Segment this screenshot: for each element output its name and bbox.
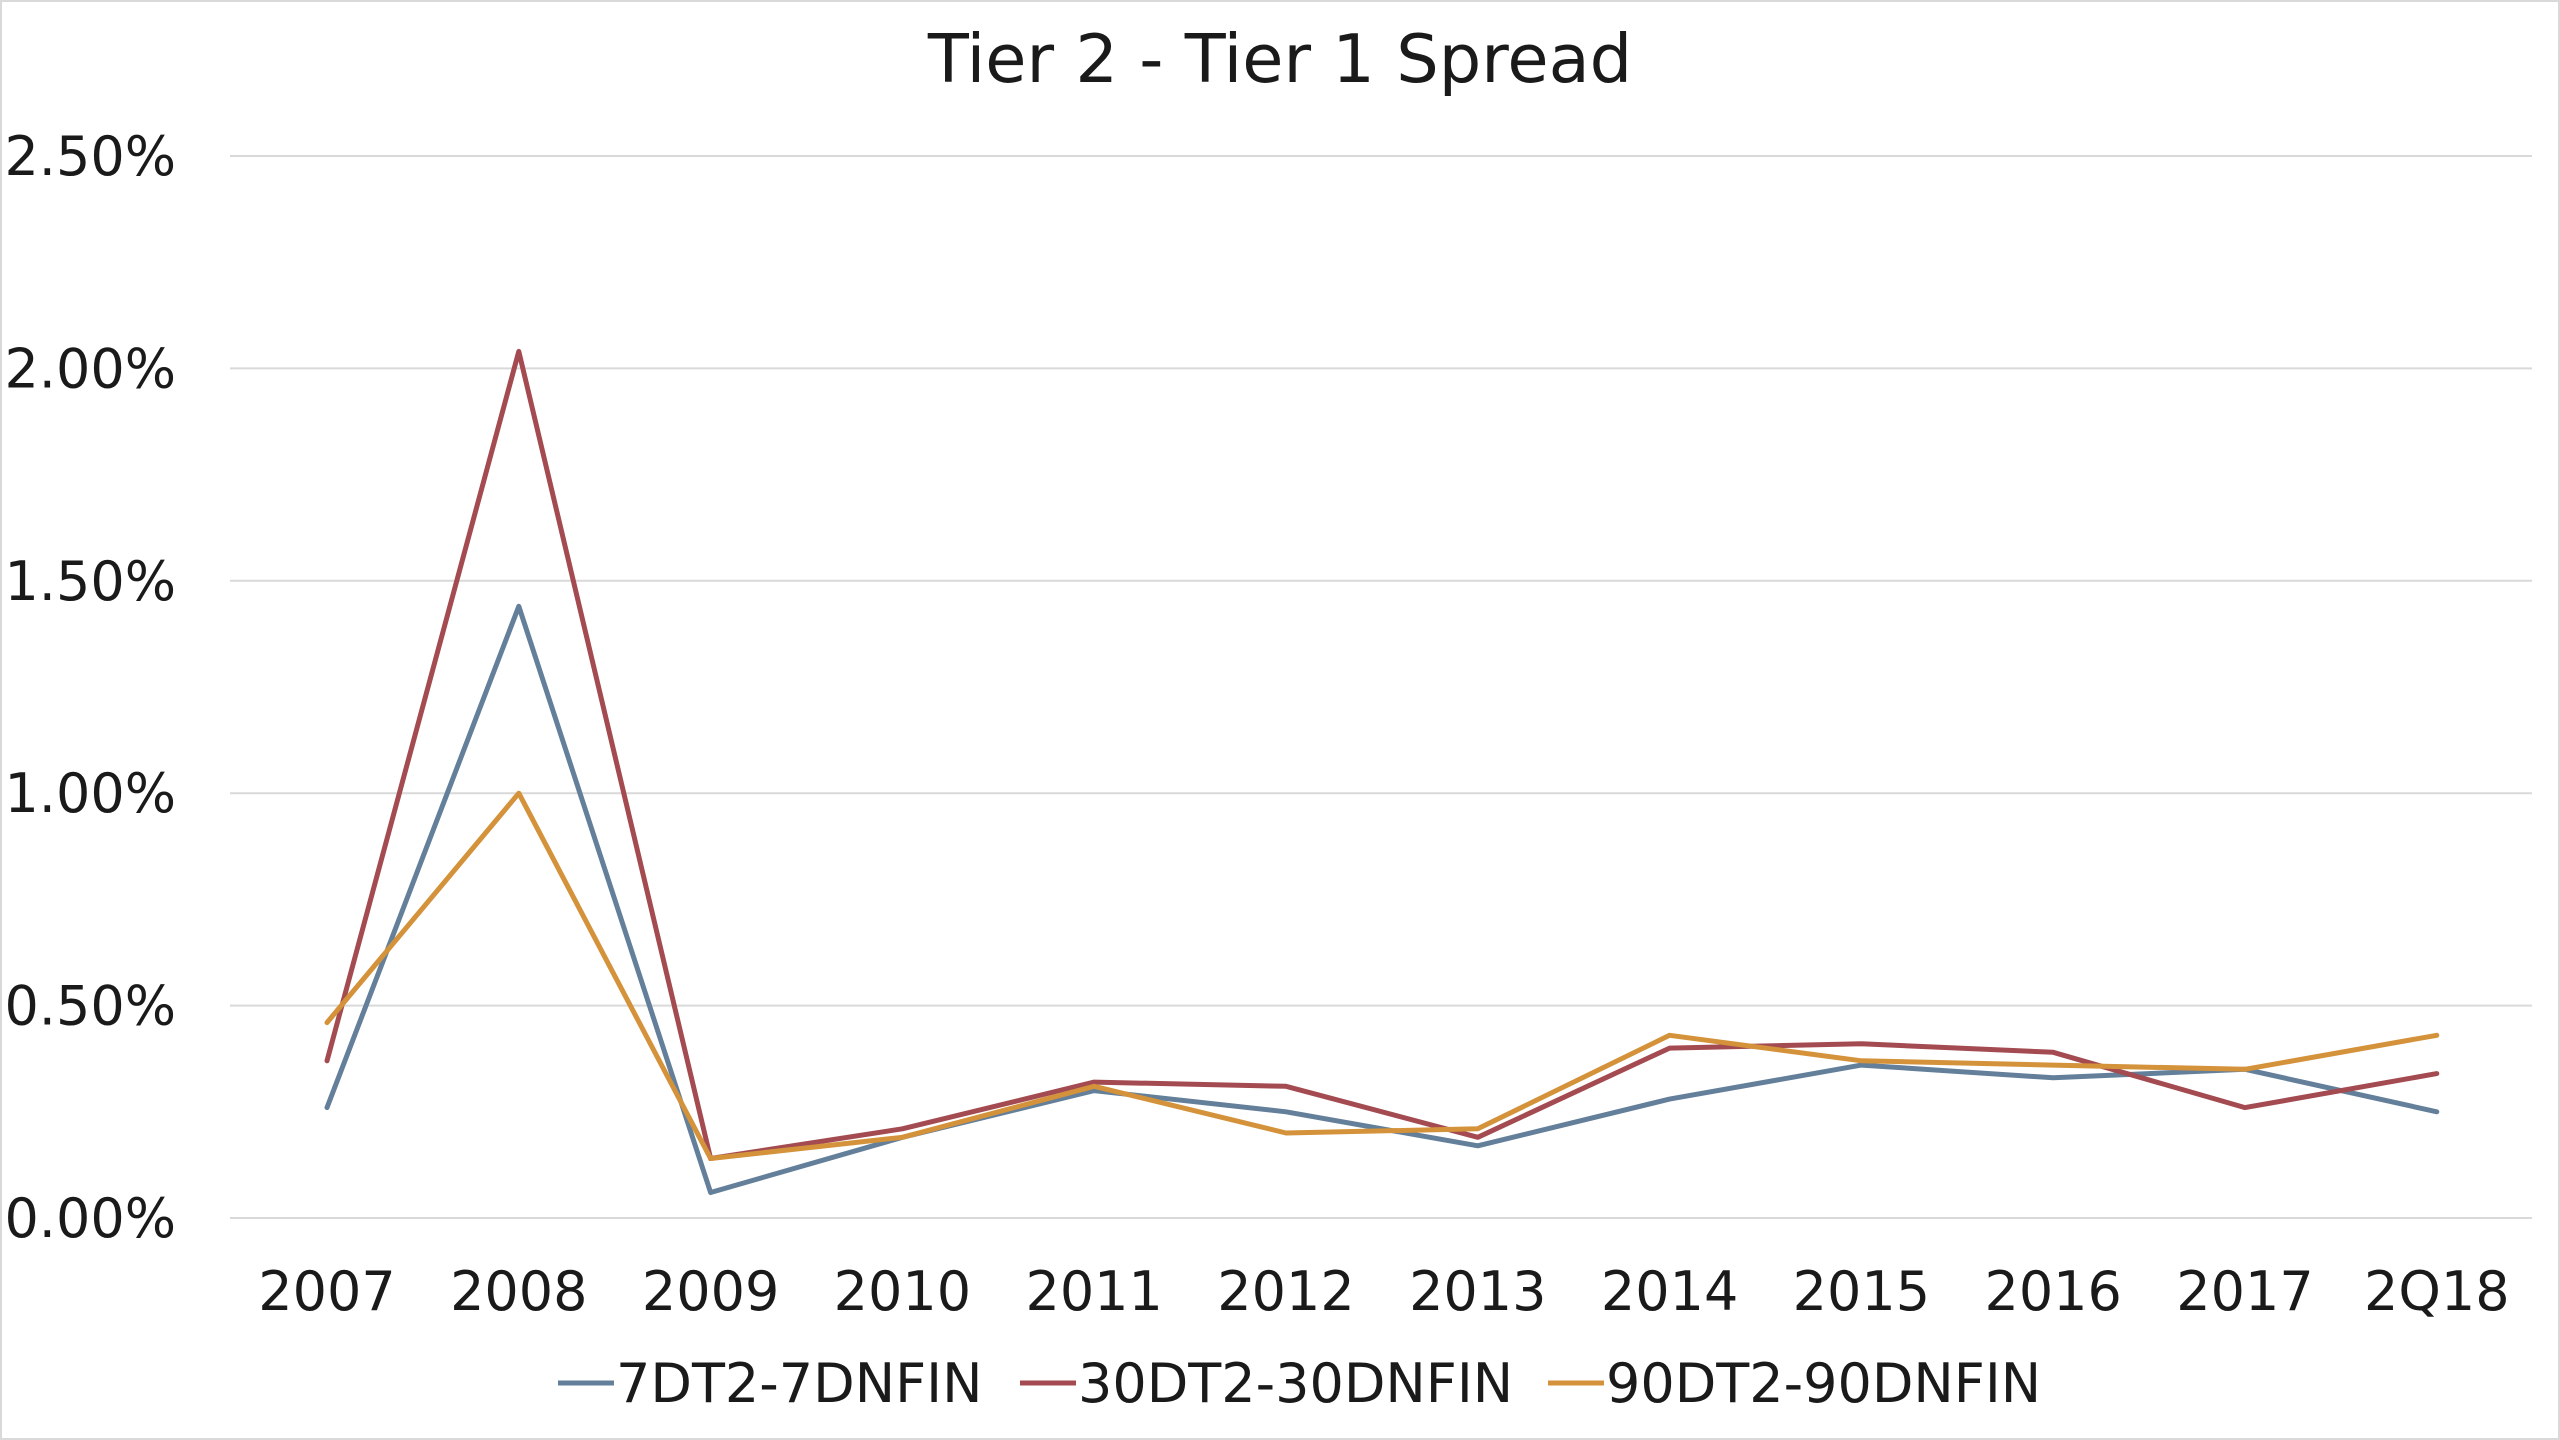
y-tick-label: 1.00% — [4, 762, 176, 825]
series-line-7dt2-7dnfin — [324, 603, 2440, 1195]
x-tick-label: 2007 — [258, 1260, 395, 1323]
x-tick-label: 2015 — [1793, 1260, 1930, 1323]
x-tick-label: 2Q18 — [2364, 1260, 2510, 1323]
chart-title: Tier 2 - Tier 1 Spread — [927, 20, 1632, 98]
x-tick-label: 2009 — [642, 1260, 779, 1323]
legend-item: 7DT2-7DNFIN — [558, 1352, 982, 1415]
y-tick-label: 0.00% — [4, 1187, 176, 1250]
y-tick-label: 1.50% — [4, 550, 176, 613]
x-tick-label: 2008 — [450, 1260, 587, 1323]
x-axis: 2007 2008 2009 2010 2011 2012 2013 2014 2015 2016… — [258, 1260, 2509, 1323]
x-tick-label: 2016 — [1984, 1260, 2121, 1323]
x-tick-label: 2017 — [2176, 1260, 2313, 1323]
legend-label: 90DT2-90DNFIN — [1606, 1352, 2041, 1415]
y-axis: 0.00% 0.50% 1.00% 1.50% 2.00% 2.50% — [4, 125, 176, 1250]
legend: 7DT2-7DNFIN 30DT2-30DNFIN 90DT2-90DNFIN — [558, 1352, 2041, 1415]
y-tick-label: 2.50% — [4, 125, 176, 188]
y-tick-label: 2.00% — [4, 337, 176, 400]
legend-item: 30DT2-30DNFIN — [1020, 1352, 1513, 1415]
x-tick-label: 2010 — [834, 1260, 971, 1323]
series-lines — [324, 348, 2440, 1195]
legend-item: 90DT2-90DNFIN — [1548, 1352, 2041, 1415]
gridlines — [230, 155, 2532, 1219]
series-line-90dt2-90dnfin — [324, 790, 2440, 1161]
legend-label: 30DT2-30DNFIN — [1078, 1352, 1513, 1415]
x-tick-label: 2011 — [1025, 1260, 1162, 1323]
x-tick-label: 2014 — [1601, 1260, 1738, 1323]
y-tick-label: 0.50% — [4, 975, 176, 1038]
x-tick-label: 2012 — [1217, 1260, 1354, 1323]
x-tick-label: 2013 — [1409, 1260, 1546, 1323]
legend-label: 7DT2-7DNFIN — [616, 1352, 982, 1415]
series-line-30dt2-30dnfin — [324, 348, 2440, 1161]
